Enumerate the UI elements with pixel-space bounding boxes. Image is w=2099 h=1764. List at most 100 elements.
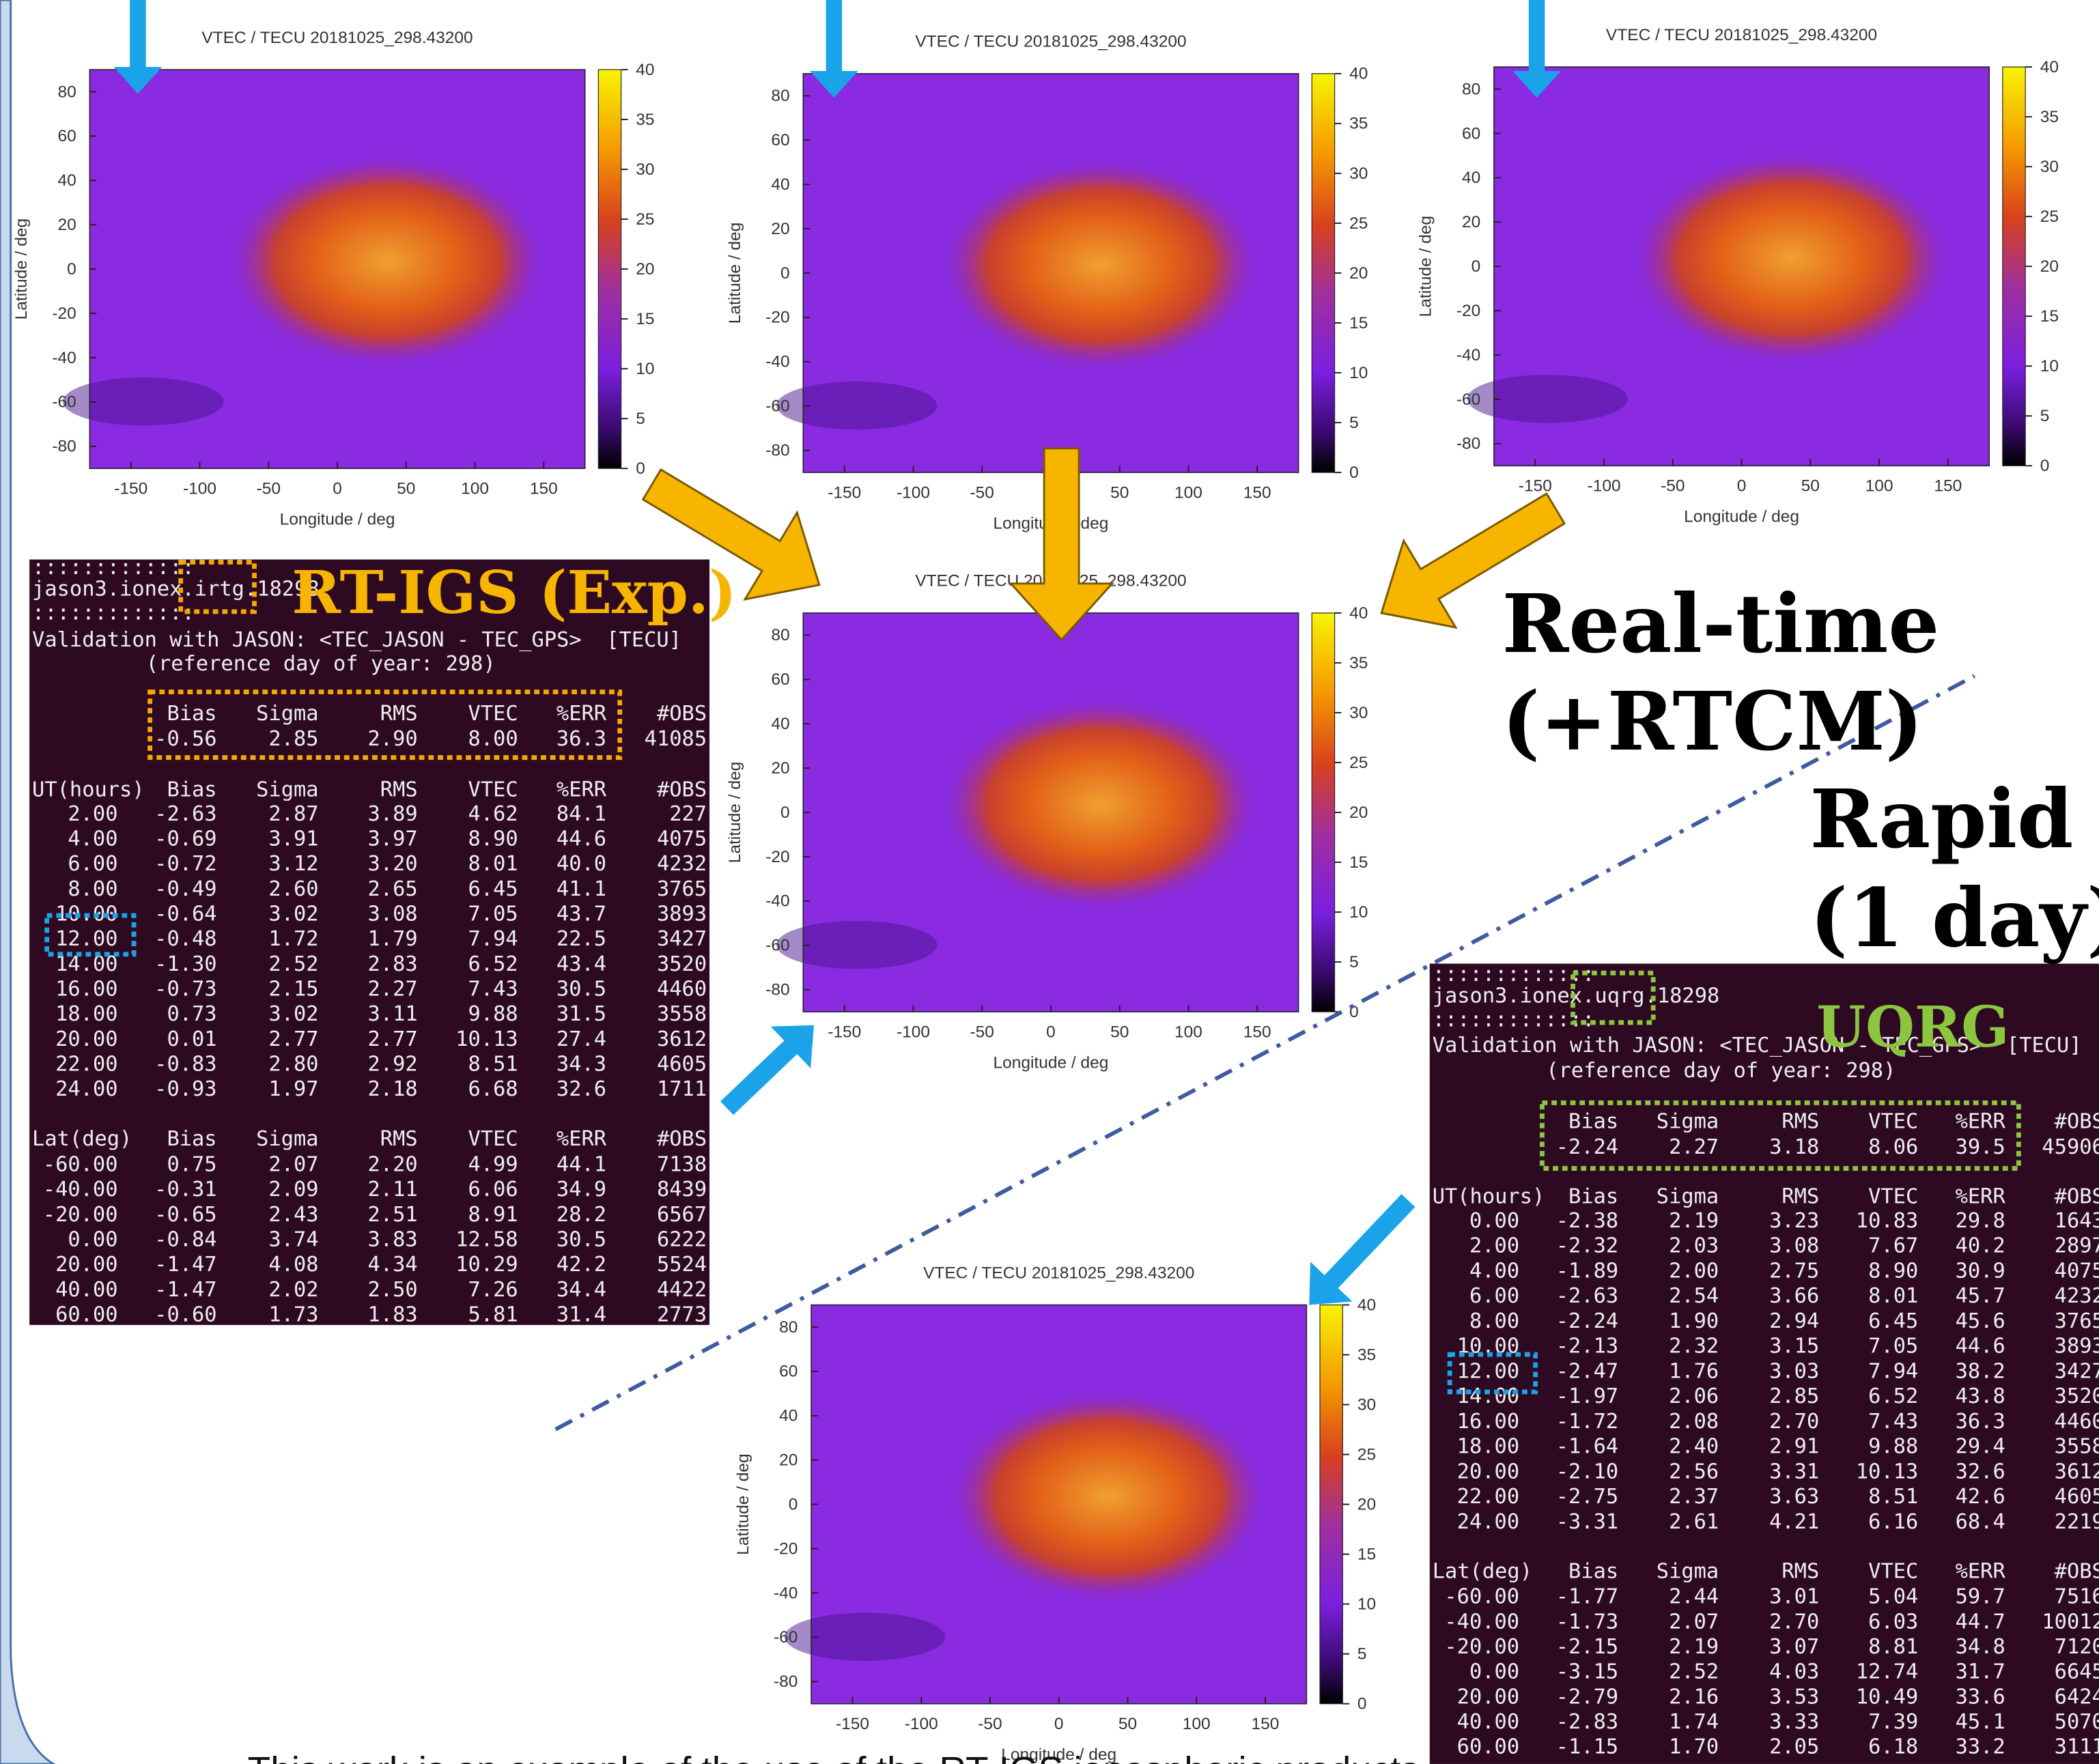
ut-cell: -0.73	[154, 977, 216, 1001]
ut-cell: -0.69	[154, 827, 216, 851]
colorbar-tick-label: 15	[1349, 853, 1368, 872]
ut-cell: 2897	[2055, 1234, 2099, 1258]
ut-cell: 4.00	[1469, 1259, 1519, 1283]
lat-cell: -40.00	[43, 1178, 118, 1201]
y-tick-label: 60	[57, 127, 76, 145]
y-tick-label: -60	[1456, 390, 1480, 409]
ut-cell: 20.00	[55, 1027, 117, 1051]
colorbar-tick-label: 35	[2040, 108, 2059, 126]
colorbar-tick-label: 10	[636, 360, 654, 378]
lat-cell: 6645	[2055, 1660, 2099, 1684]
lat-cell: 2.52	[1669, 1660, 1719, 1684]
ut-cell: 12.00	[1457, 1359, 1519, 1383]
x-tick-label: 150	[1243, 483, 1271, 502]
lat-cell: 2.43	[268, 1203, 318, 1227]
colorbar-tick-label: 30	[1349, 165, 1368, 183]
colorbar-tick-label: 0	[636, 459, 645, 478]
summary-header: RMS	[380, 702, 418, 726]
ut-cell: 2.56	[1669, 1460, 1719, 1483]
ut-cell: 12.00	[55, 927, 117, 951]
lat-cell: 3.74	[268, 1227, 318, 1251]
ut-header: %ERR	[1956, 1185, 2006, 1209]
colorbar-tick-label: 30	[1349, 704, 1368, 722]
lat-header: Bias	[1568, 1559, 1618, 1583]
lat-header: VTEC	[1868, 1559, 1918, 1583]
x-axis-label: Longitude / deg	[1684, 508, 1799, 526]
lat-cell: 45.1	[1956, 1710, 2005, 1734]
ut-cell: 3.97	[368, 827, 418, 851]
y-axis-label: Latitude / deg	[726, 762, 744, 863]
lat-cell: 2773	[657, 1303, 707, 1326]
ut-cell: 3.66	[1769, 1284, 1819, 1308]
ut-cell: 31.5	[557, 1002, 606, 1026]
colorbar-tick-label: 30	[1357, 1395, 1376, 1414]
ut-cell: 4605	[657, 1052, 707, 1076]
lat-cell: 5070	[2055, 1710, 2099, 1734]
ut-cell: 14.00	[1457, 1384, 1519, 1408]
lat-cell: 6.03	[1868, 1610, 1918, 1634]
ut-cell: 3.11	[368, 1002, 418, 1026]
heatmap-blob	[1631, 152, 1952, 366]
summary-cell: 41085	[645, 727, 707, 751]
lat-cell: -60.00	[1444, 1585, 1519, 1609]
lat-cell: 2.07	[1669, 1610, 1719, 1634]
ut-cell: 44.6	[557, 827, 606, 851]
lat-cell: 2.19	[1669, 1635, 1719, 1659]
x-tick-label: 100	[461, 479, 489, 498]
ut-cell: 3.02	[268, 902, 318, 926]
ut-cell: 34.3	[557, 1052, 606, 1076]
summary-header: %ERR	[1956, 1110, 2006, 1134]
ut-cell: 22.00	[55, 1052, 117, 1076]
ut-cell: 1.72	[268, 927, 318, 951]
lat-cell: -40.00	[1444, 1610, 1519, 1634]
ut-cell: 2.15	[268, 977, 318, 1001]
ut-cell: 7.94	[468, 927, 518, 951]
summary-header: #OBS	[657, 702, 707, 726]
y-tick-label: -20	[1456, 302, 1480, 320]
y-tick-label: 0	[780, 803, 790, 822]
ut-cell: 2.40	[1669, 1435, 1719, 1459]
ut-cell: 3.03	[1769, 1359, 1819, 1383]
lat-cell: 3.53	[1769, 1685, 1819, 1709]
lat-cell: 4.03	[1769, 1660, 1819, 1684]
ut-cell: -1.72	[1556, 1410, 1618, 1434]
ut-cell: 45.7	[1956, 1284, 2005, 1308]
colorbar-tick-label: 35	[1349, 654, 1368, 672]
ut-cell: 20.00	[1457, 1460, 1519, 1483]
map-title: VTEC / TECU 20181025_298.43200	[201, 29, 473, 47]
y-tick-label: 60	[771, 131, 789, 150]
ut-cell: 4075	[657, 827, 707, 851]
ut-header: Bias	[167, 778, 216, 802]
summary-header: VTEC	[1868, 1110, 1918, 1134]
lat-header: #OBS	[2055, 1559, 2099, 1583]
ut-cell: 0.00	[1469, 1209, 1519, 1233]
y-tick-label: 40	[771, 175, 789, 194]
ut-cell: 2.94	[1769, 1309, 1819, 1333]
ut-cell: -0.64	[154, 902, 216, 926]
ut-cell: -1.64	[1556, 1435, 1618, 1459]
ut-cell: -2.63	[1556, 1284, 1618, 1308]
ut-cell: 4232	[2055, 1284, 2099, 1308]
colorbar-tick-label: 20	[636, 260, 654, 279]
ut-cell: 2.85	[1769, 1384, 1819, 1408]
summary-cell: 8.00	[468, 727, 518, 751]
x-tick-label: -150	[114, 479, 147, 498]
ut-header: UT(hours)	[1433, 1185, 1545, 1209]
lat-cell: 60.00	[55, 1303, 117, 1326]
colorbar-tick-label: 20	[1349, 264, 1368, 283]
colorbar-tick-label: 10	[1349, 364, 1368, 382]
ut-cell: 10.13	[1856, 1460, 1918, 1483]
lat-cell: 1.73	[268, 1303, 318, 1326]
ut-cell: -2.32	[1556, 1234, 1618, 1258]
y-axis-label: Latitude / deg	[726, 223, 744, 324]
colorbar-tick-label: 5	[2040, 407, 2050, 425]
lat-cell: -0.84	[154, 1227, 216, 1251]
ut-cell: 6.52	[1868, 1384, 1918, 1408]
y-tick-label: -60	[52, 393, 76, 412]
lat-cell: 5524	[657, 1253, 707, 1277]
summary-cell: 2.27	[1669, 1135, 1719, 1159]
lat-header: Lat(deg)	[32, 1127, 132, 1151]
heatmap-dark	[63, 378, 223, 426]
colorbar-tick-label: 5	[636, 410, 645, 428]
summary-header: Sigma	[256, 702, 318, 726]
